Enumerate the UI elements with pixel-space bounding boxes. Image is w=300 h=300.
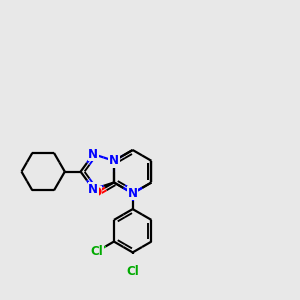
Text: N: N xyxy=(128,187,138,200)
Text: Cl: Cl xyxy=(91,245,103,258)
Text: N: N xyxy=(88,148,98,160)
Text: Cl: Cl xyxy=(126,266,139,278)
Text: O: O xyxy=(91,186,102,199)
Text: N: N xyxy=(128,187,138,200)
Text: N: N xyxy=(88,183,98,196)
Text: N: N xyxy=(109,154,119,167)
